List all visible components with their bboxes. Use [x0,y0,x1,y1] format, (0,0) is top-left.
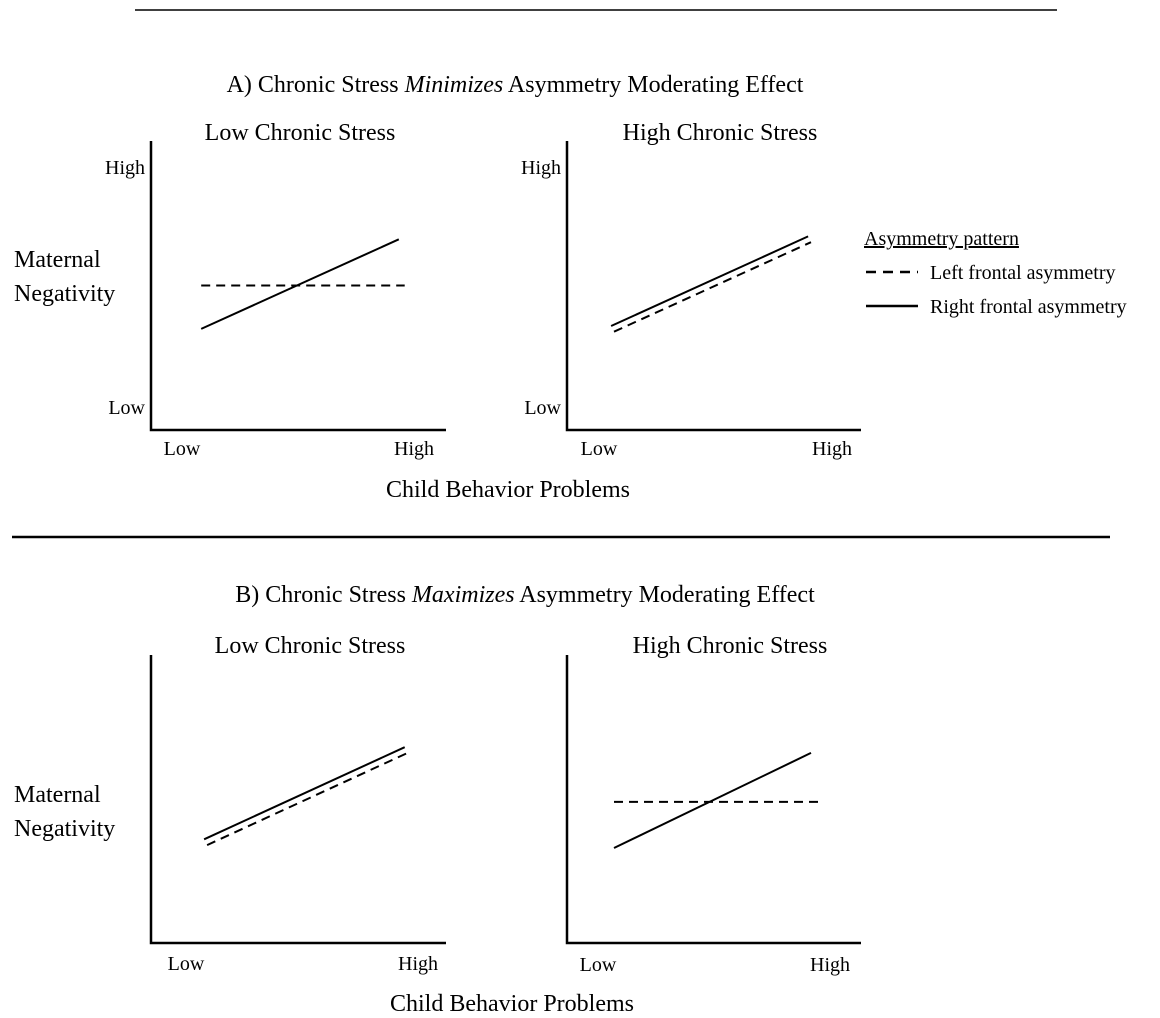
y-tick-label: Low [108,397,145,419]
x-tick-label: High [812,438,852,460]
axis-lines [149,141,446,432]
panel-b-y-axis-title-line2: Negativity [14,816,115,842]
x-tick-label: High [810,954,850,976]
x-tick-label: High [394,438,434,460]
y-tick-label: High [521,157,561,179]
x-tick-label: High [398,953,438,975]
y-tick-label: Low [524,397,561,419]
series-line-right-frontal [203,746,406,841]
panel-a-y-axis-title-line2: Negativity [14,281,115,307]
panel-b-title: B) Chronic Stress Maximizes Asymmetry Mo… [235,582,815,608]
axis-lines [565,141,861,432]
plot-b-low-chronic-stress: Low Chronic Stress Low High [149,633,446,975]
legend: Asymmetry pattern Left frontal asymmetry… [864,228,1127,318]
x-tick-label: Low [164,438,201,460]
series-line-left-frontal [206,751,409,847]
series-line-right-frontal [200,238,400,330]
panel-b-title-post: Asymmetry Moderating Effect [515,582,815,608]
y-tick-label: High [105,157,145,179]
legend-label-right-frontal: Right frontal asymmetry [930,296,1127,318]
panel-a-title-post: Asymmetry Moderating Effect [503,72,803,98]
series-line-right-frontal [613,751,812,849]
subplot-title: Low Chronic Stress [205,120,396,146]
series-line-left-frontal [613,241,812,333]
axis-lines [565,655,861,945]
x-tick-label: Low [580,954,617,976]
x-tick-label: Low [581,438,618,460]
panel-a-title: A) Chronic Stress Minimizes Asymmetry Mo… [227,72,804,98]
subplot-title: High Chronic Stress [623,120,818,146]
panel-a-x-axis-title: Child Behavior Problems [386,477,630,503]
x-tick-label: Low [168,953,205,975]
panel-b-x-axis-title: Child Behavior Problems [390,991,634,1017]
panel-b-title-pre: B) Chronic Stress [235,582,412,608]
panel-a-y-axis-title-line1: Maternal [14,247,101,273]
panel-a-title-em: Minimizes [404,72,504,98]
panel-b-title-em: Maximizes [411,582,515,608]
panel-b-y-axis-title-line1: Maternal [14,782,101,808]
legend-title: Asymmetry pattern [864,228,1019,250]
axis-lines [149,655,446,945]
plot-a-high-chronic-stress: High Chronic Stress Low High High Low [521,120,861,460]
legend-label-left-frontal: Left frontal asymmetry [930,262,1116,284]
series-line-right-frontal [610,235,809,327]
plot-b-high-chronic-stress: High Chronic Stress Low High [565,633,861,976]
panel-a-title-pre: A) Chronic Stress [227,72,405,98]
plot-a-low-chronic-stress: Low Chronic Stress Low High High Low [105,120,446,460]
subplot-title: Low Chronic Stress [215,633,406,659]
subplot-title: High Chronic Stress [633,633,828,659]
